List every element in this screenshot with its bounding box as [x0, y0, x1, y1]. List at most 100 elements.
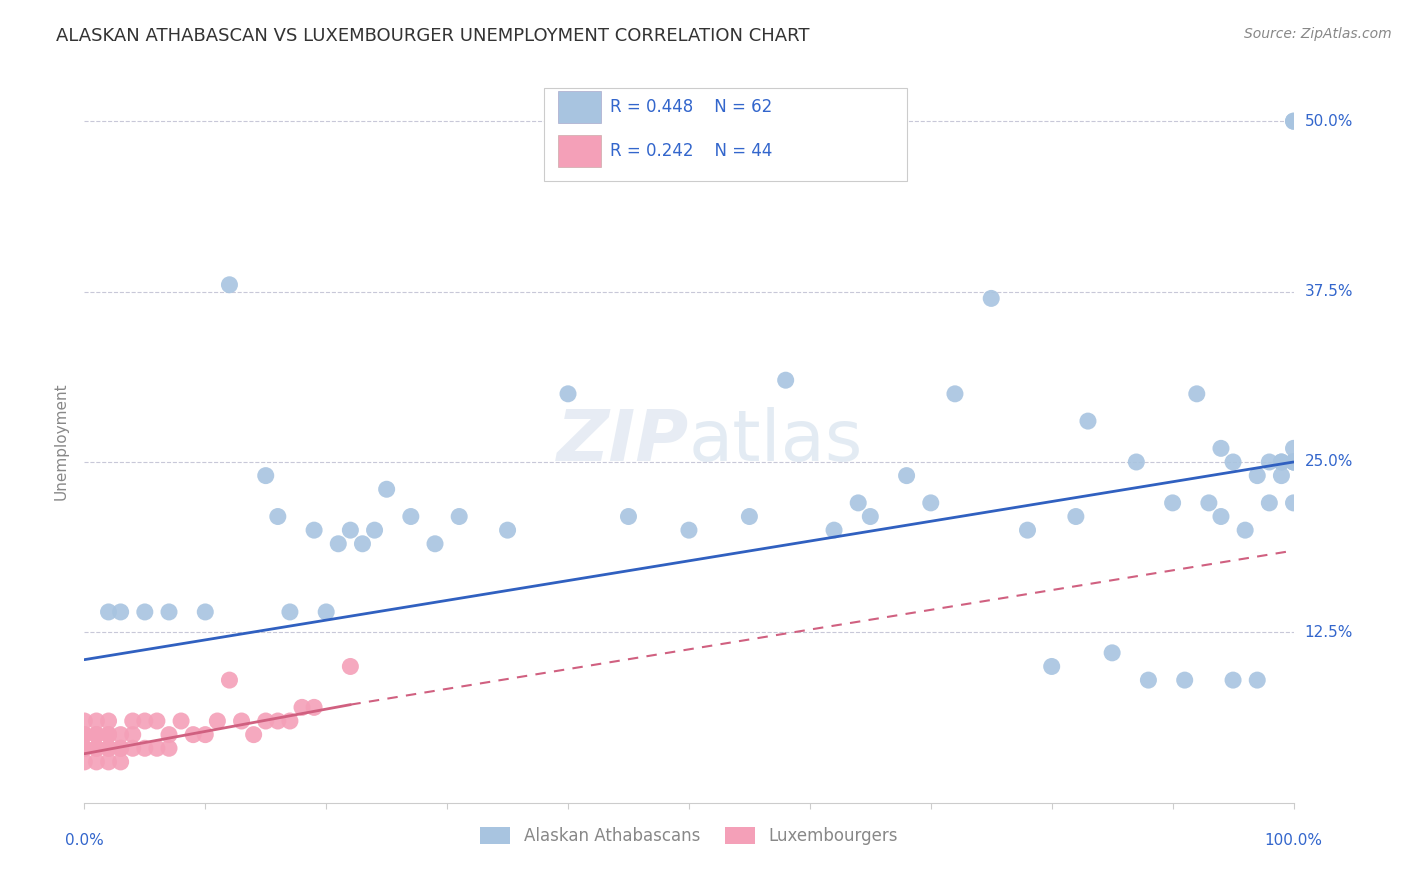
Text: R = 0.242    N = 44: R = 0.242 N = 44 [610, 142, 773, 160]
Point [97, 728, 120, 742]
Point [399, 509, 422, 524]
Point [1209, 442, 1232, 456]
Point [496, 523, 519, 537]
Point [1125, 455, 1147, 469]
Point [980, 292, 1002, 306]
Point [146, 714, 169, 728]
Point [1270, 468, 1292, 483]
Point [1222, 673, 1244, 687]
Point [110, 755, 132, 769]
Point [134, 714, 156, 728]
Point [1185, 387, 1208, 401]
Point [97, 605, 120, 619]
Point [1258, 455, 1281, 469]
Point [1017, 523, 1039, 537]
FancyBboxPatch shape [558, 135, 600, 168]
Point [1282, 114, 1305, 128]
Point [86, 728, 108, 742]
Point [134, 741, 156, 756]
Point [738, 509, 761, 524]
Point [73, 741, 96, 756]
FancyBboxPatch shape [558, 91, 600, 123]
Point [181, 728, 204, 742]
Point [352, 537, 374, 551]
Point [73, 755, 96, 769]
Point [121, 714, 143, 728]
Point [823, 523, 845, 537]
Point [1234, 523, 1257, 537]
Point [315, 605, 337, 619]
Point [375, 482, 398, 496]
Point [1064, 509, 1087, 524]
Text: 100.0%: 100.0% [1264, 833, 1323, 848]
Text: 37.5%: 37.5% [1305, 284, 1353, 299]
Point [157, 605, 180, 619]
Point [943, 387, 966, 401]
Point [302, 700, 325, 714]
Text: 25.0%: 25.0% [1305, 455, 1353, 469]
Point [1282, 114, 1305, 128]
Point [194, 605, 217, 619]
Point [73, 714, 96, 728]
Point [242, 728, 264, 742]
Point [328, 537, 350, 551]
Point [110, 605, 132, 619]
Point [363, 523, 385, 537]
Point [97, 741, 120, 756]
Point [218, 277, 240, 292]
Point [254, 468, 277, 483]
Point [1137, 673, 1160, 687]
Text: 50.0%: 50.0% [1305, 113, 1353, 128]
Point [157, 741, 180, 756]
Point [1282, 442, 1305, 456]
Point [1040, 659, 1063, 673]
Point [170, 714, 193, 728]
Text: ZIP: ZIP [557, 407, 689, 476]
Point [97, 741, 120, 756]
Point [121, 741, 143, 756]
Point [775, 373, 797, 387]
Y-axis label: Unemployment: Unemployment [53, 383, 69, 500]
FancyBboxPatch shape [544, 87, 907, 181]
Text: Source: ZipAtlas.com: Source: ZipAtlas.com [1244, 27, 1392, 41]
Point [1282, 455, 1305, 469]
Point [146, 741, 169, 756]
Text: R = 0.448    N = 62: R = 0.448 N = 62 [610, 98, 772, 116]
Point [557, 387, 579, 401]
Point [1198, 496, 1220, 510]
Point [1282, 455, 1305, 469]
Point [207, 714, 229, 728]
Point [267, 714, 290, 728]
Point [86, 741, 108, 756]
Text: 0.0%: 0.0% [65, 833, 104, 848]
Point [449, 509, 471, 524]
Point [267, 509, 290, 524]
Point [278, 605, 301, 619]
Text: ALASKAN ATHABASCAN VS LUXEMBOURGER UNEMPLOYMENT CORRELATION CHART: ALASKAN ATHABASCAN VS LUXEMBOURGER UNEMP… [56, 27, 810, 45]
Point [1174, 673, 1197, 687]
Point [1209, 509, 1232, 524]
Point [896, 468, 918, 483]
Point [1270, 455, 1292, 469]
Point [1282, 496, 1305, 510]
Point [1246, 468, 1268, 483]
Point [121, 728, 143, 742]
Point [339, 659, 361, 673]
Point [86, 714, 108, 728]
Point [1270, 455, 1292, 469]
Point [278, 714, 301, 728]
Point [110, 728, 132, 742]
Text: atlas: atlas [689, 407, 863, 476]
Point [110, 741, 132, 756]
Point [846, 496, 869, 510]
Point [1222, 455, 1244, 469]
Point [423, 537, 446, 551]
Point [86, 728, 108, 742]
Point [1077, 414, 1099, 428]
Point [920, 496, 942, 510]
Point [73, 741, 96, 756]
Point [859, 509, 882, 524]
Point [73, 728, 96, 742]
Point [73, 728, 96, 742]
Point [231, 714, 253, 728]
